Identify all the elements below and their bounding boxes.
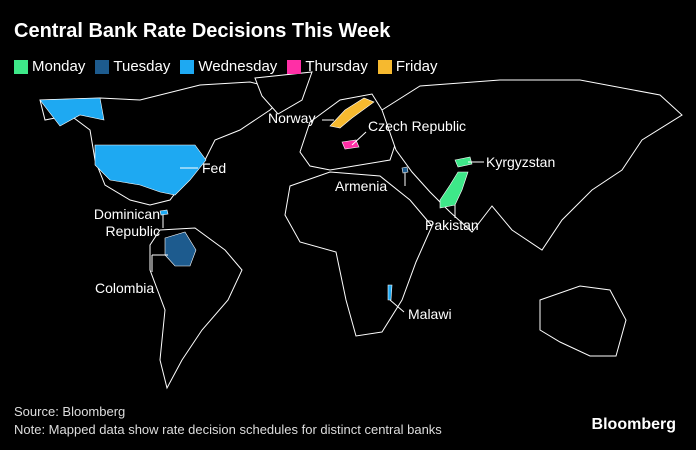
region-label: Czech Republic [368,118,467,134]
legend-item: Friday [377,58,438,75]
legend-label: Tuesday [113,58,171,75]
region-shape [94,144,207,196]
region-label: Pakistan [425,217,479,233]
source: Source: Bloomberg [14,404,126,419]
region-label: Fed [202,160,227,176]
note: Note: Mapped data show rate decision sch… [14,422,442,437]
africa [284,171,433,337]
region-shape [401,166,409,174]
leader-line [389,299,405,313]
asia [381,79,683,251]
legend-label: Monday [32,58,86,75]
legend-swatch [377,59,392,74]
australia [539,285,627,357]
region-shape [39,97,105,127]
region-label: Armenia [335,178,388,194]
legend-item: Monday [14,58,85,75]
region-shape [159,209,169,216]
region-shape [329,97,375,129]
region-shape [387,284,393,301]
legend-item: Thursday [287,58,368,75]
brand: Bloomberg [591,416,676,433]
legend-item: Wednesday [180,58,277,75]
leader-line [351,131,367,146]
legend-label: Thursday [305,58,368,75]
south-america [149,227,243,390]
title: Central Bank Rate Decisions This Week [14,20,391,42]
region-label: Norway [268,110,316,126]
region-label: Dominican Republic [93,206,160,239]
legend-swatch [14,59,28,74]
region-shape [454,156,473,168]
legend-item: Tuesday [95,58,170,75]
legend: Monday Tuesday Wednesday Thursday Friday [14,58,438,75]
legend-swatch [95,59,110,74]
legend-label: Wednesday [198,58,278,75]
legend-swatch [287,59,302,74]
region-label: Kyrgyzstan [486,154,556,170]
legend-swatch [180,59,195,74]
region-label: Malawi [408,306,452,322]
legend-label: Friday [395,58,438,75]
region-label: Colombia [95,280,155,296]
region-shape [439,171,469,209]
greenland [254,71,313,115]
